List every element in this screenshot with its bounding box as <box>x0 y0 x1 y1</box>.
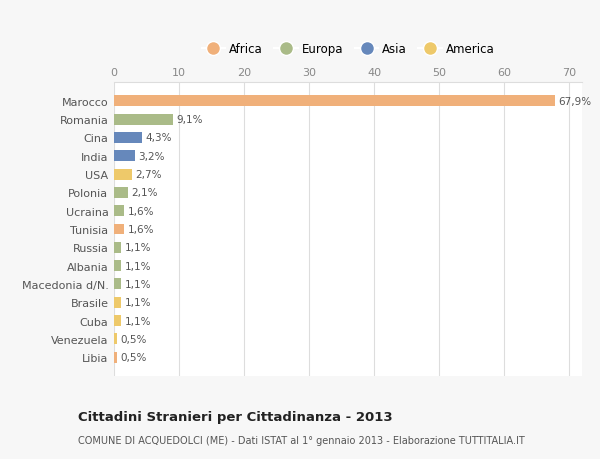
Text: 1,6%: 1,6% <box>128 224 154 235</box>
Text: 67,9%: 67,9% <box>559 96 592 106</box>
Text: COMUNE DI ACQUEDOLCI (ME) - Dati ISTAT al 1° gennaio 2013 - Elaborazione TUTTITA: COMUNE DI ACQUEDOLCI (ME) - Dati ISTAT a… <box>78 435 525 445</box>
Bar <box>114 151 135 162</box>
Bar <box>114 96 556 107</box>
Text: 2,7%: 2,7% <box>135 170 161 179</box>
Bar <box>114 133 142 144</box>
Text: 4,3%: 4,3% <box>145 133 172 143</box>
Bar <box>114 114 173 125</box>
Text: 9,1%: 9,1% <box>176 115 203 125</box>
Legend: Africa, Europa, Asia, America: Africa, Europa, Asia, America <box>198 39 498 59</box>
Bar <box>114 169 131 180</box>
Bar <box>114 242 121 253</box>
Text: 1,1%: 1,1% <box>124 243 151 253</box>
Bar <box>114 224 124 235</box>
Text: 1,1%: 1,1% <box>124 316 151 326</box>
Bar <box>114 315 121 326</box>
Bar <box>114 334 117 345</box>
Text: 2,1%: 2,1% <box>131 188 157 198</box>
Bar <box>114 261 121 272</box>
Text: 1,1%: 1,1% <box>124 298 151 308</box>
Text: 3,2%: 3,2% <box>138 151 164 161</box>
Bar <box>114 279 121 290</box>
Text: 1,1%: 1,1% <box>124 280 151 289</box>
Bar <box>114 206 124 217</box>
Text: 0,5%: 0,5% <box>121 353 147 363</box>
Text: 1,1%: 1,1% <box>124 261 151 271</box>
Text: 0,5%: 0,5% <box>121 334 147 344</box>
Text: Cittadini Stranieri per Cittadinanza - 2013: Cittadini Stranieri per Cittadinanza - 2… <box>78 410 392 423</box>
Bar <box>114 187 128 198</box>
Bar <box>114 352 117 363</box>
Bar <box>114 297 121 308</box>
Text: 1,6%: 1,6% <box>128 206 154 216</box>
